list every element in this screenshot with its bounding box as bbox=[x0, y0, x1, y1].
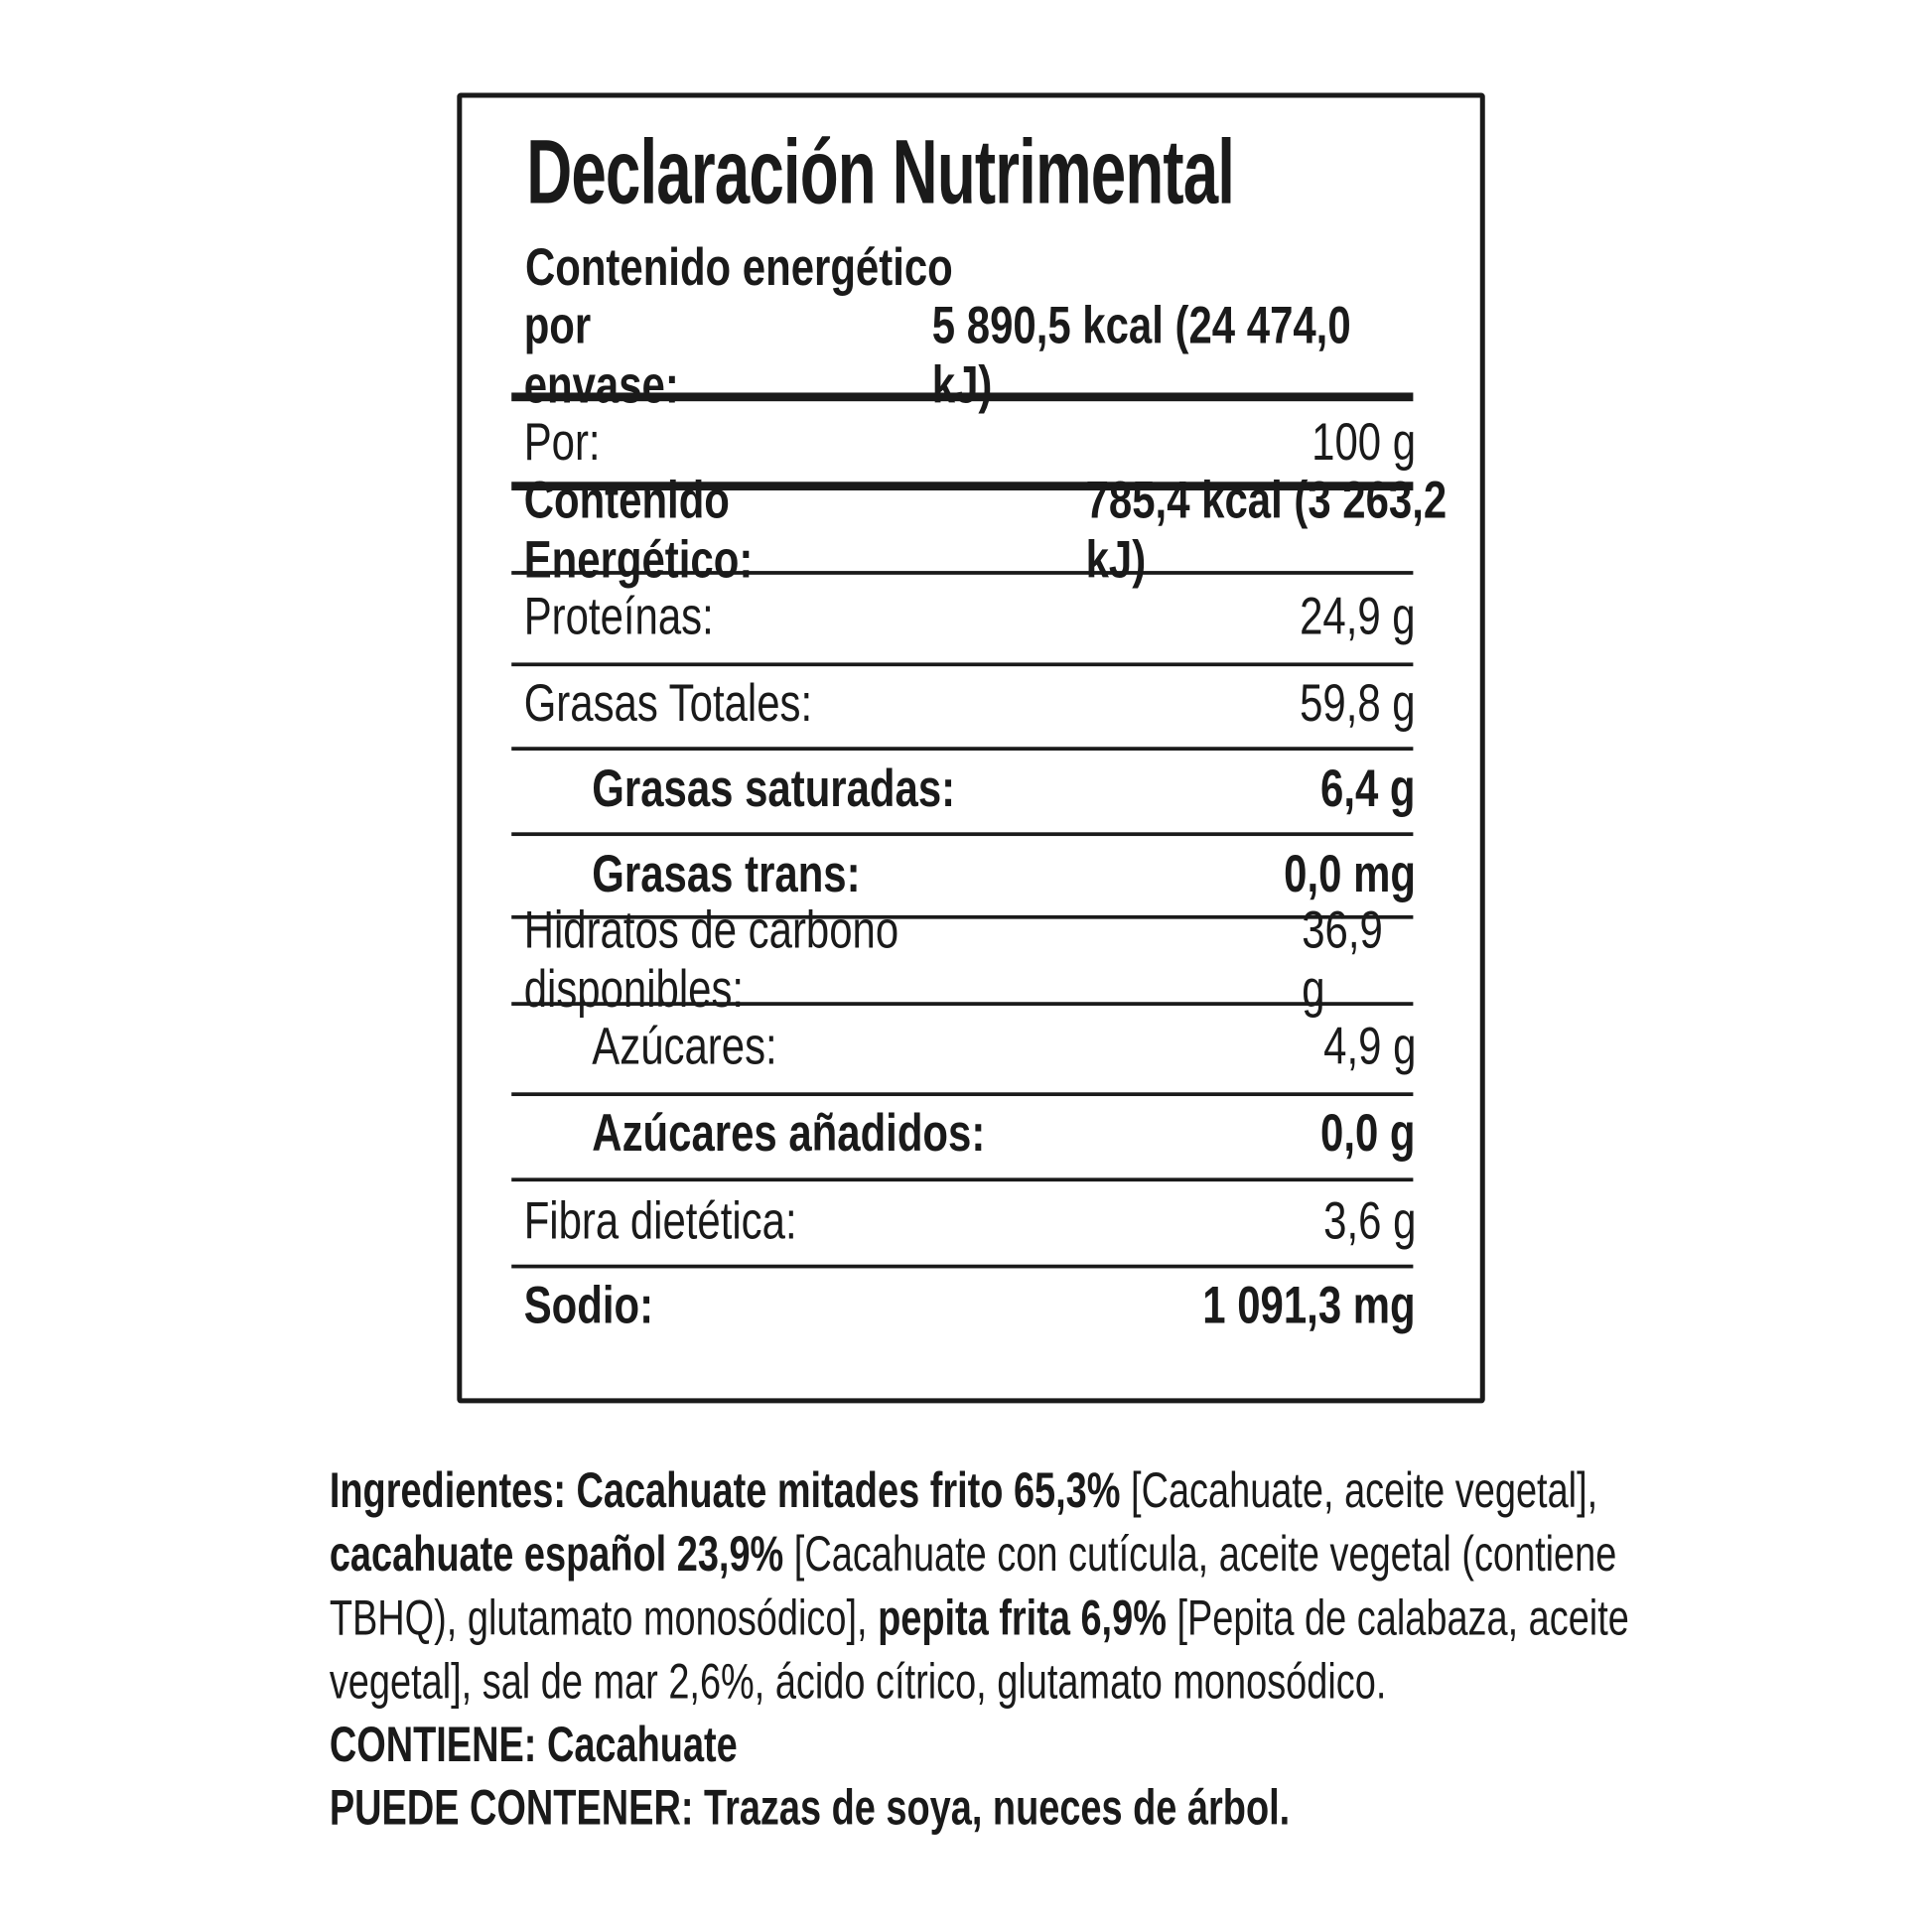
divider bbox=[511, 1264, 1414, 1269]
nutrient-label: Fibra dietética: bbox=[523, 1191, 797, 1250]
ingredients-text: Ingredientes: Cacahuate mitades frito 65… bbox=[329, 1463, 1121, 1519]
label-title: Declaración Nutrimental bbox=[526, 119, 1552, 224]
divider bbox=[511, 662, 1414, 667]
nutrition-label-box bbox=[457, 92, 1485, 1404]
energy-value: 785,4 kcal (3 263,2 kJ) bbox=[1085, 471, 1447, 589]
nutrient-row: Proteínas: 24,9 g bbox=[524, 574, 1416, 660]
nutrient-value: 3,6 g bbox=[1322, 1191, 1416, 1250]
per-package-row: por envase: 5 890,5 kcal (24 474,0 kJ) bbox=[524, 296, 1416, 414]
nutrient-value: 6,4 g bbox=[1320, 759, 1416, 818]
divider bbox=[511, 1177, 1414, 1182]
ingredients-text: TBHQ), glutamato monosódico], bbox=[329, 1591, 879, 1646]
nutrient-row: Fibra dietética: 3,6 g bbox=[524, 1177, 1416, 1264]
divider bbox=[511, 1002, 1414, 1006]
divider bbox=[511, 747, 1414, 751]
energy-heading: Contenido energético bbox=[525, 238, 1060, 298]
nutrient-value: 0,0 g bbox=[1320, 1103, 1416, 1163]
nutrient-row: Grasas saturadas: 6,4 g bbox=[524, 746, 1416, 832]
nutrient-value: 4,9 g bbox=[1322, 1017, 1416, 1075]
nutrient-label: Grasas trans: bbox=[592, 844, 861, 903]
title-text: Declaración Nutrimental bbox=[526, 120, 1235, 223]
nutrient-row: Hidratos de carbono disponibles: 36,9 g bbox=[524, 900, 1416, 1019]
may-contain-line: PUEDE CONTENER: Trazas de soya, nueces d… bbox=[330, 1781, 1593, 1837]
nutrient-label: Grasas saturadas: bbox=[592, 759, 956, 818]
nutrient-label: Sodio: bbox=[523, 1275, 654, 1334]
per-package-value: 5 890,5 kcal (24 474,0 kJ) bbox=[932, 296, 1351, 414]
nutrient-value: 59,8 g bbox=[1300, 673, 1416, 733]
nutrient-row: Grasas trans: 0,0 mg bbox=[524, 831, 1416, 917]
ingredients-line: cacahuate español 23,9% [Cacahuate con c… bbox=[330, 1527, 1932, 1583]
ingredients-line: Ingredientes: Cacahuate mitades frito 65… bbox=[330, 1464, 1932, 1520]
ingredients-text: [Pepita de calabaza, aceite bbox=[1166, 1591, 1629, 1646]
divider bbox=[511, 914, 1414, 919]
nutrient-value: 1 091,3 mg bbox=[1202, 1275, 1416, 1334]
nutrient-row: Azúcares: 4,9 g bbox=[524, 1003, 1416, 1089]
ingredients-text: pepita frita 6,9% bbox=[878, 1591, 1167, 1646]
nutrient-label: Azúcares añadidos: bbox=[592, 1103, 986, 1163]
ingredients-line: vegetal], sal de mar 2,6%, ácido cítrico… bbox=[330, 1655, 1721, 1711]
divider bbox=[511, 832, 1414, 837]
ingredients-line: TBHQ), glutamato monosódico], pepita fri… bbox=[330, 1591, 1932, 1647]
may-contain-text: PUEDE CONTENER: Trazas de soya, nueces d… bbox=[329, 1780, 1291, 1836]
divider bbox=[511, 392, 1414, 402]
divider bbox=[511, 482, 1414, 491]
portion-value: 100 g bbox=[1311, 412, 1416, 472]
energy-heading-text: Contenido energético bbox=[524, 237, 953, 297]
per-package-label: por envase: bbox=[523, 296, 679, 414]
ingredients-text: [Cacahuate con cutícula, aceite vegetal … bbox=[783, 1527, 1617, 1583]
portion-row: Por: 100 g bbox=[524, 399, 1416, 485]
divider bbox=[511, 1092, 1414, 1097]
ingredients-text: cacahuate español 23,9% bbox=[329, 1527, 784, 1583]
ingredients-text: [Cacahuate, aceite vegetal], bbox=[1120, 1463, 1598, 1519]
nutrient-value: 24,9 g bbox=[1300, 587, 1416, 645]
nutrient-row: Sodio: 1 091,3 mg bbox=[524, 1262, 1416, 1348]
nutrient-row: Azúcares añadidos: 0,0 g bbox=[524, 1090, 1416, 1176]
energy-label: Contenido Energético: bbox=[523, 471, 754, 589]
nutrient-value: 36,9 g bbox=[1301, 899, 1383, 1019]
contains-line: CONTIENE: Cacahuate bbox=[330, 1718, 867, 1773]
nutrient-label: Proteínas: bbox=[523, 587, 714, 645]
nutrient-label: Azúcares: bbox=[592, 1017, 777, 1075]
energy-row: Contenido Energético: 785,4 kcal (3 263,… bbox=[524, 471, 1450, 589]
nutrient-label: Grasas Totales: bbox=[523, 673, 813, 733]
contains-text: CONTIENE: Cacahuate bbox=[329, 1718, 738, 1773]
nutrient-row: Grasas Totales: 59,8 g bbox=[524, 660, 1416, 747]
portion-label: Por: bbox=[523, 412, 601, 472]
divider bbox=[511, 571, 1414, 575]
ingredients-text: vegetal], sal de mar 2,6%, ácido cítrico… bbox=[329, 1654, 1387, 1710]
nutrient-label: Hidratos de carbono disponibles: bbox=[523, 899, 899, 1019]
nutrient-value: 0,0 mg bbox=[1284, 844, 1416, 903]
